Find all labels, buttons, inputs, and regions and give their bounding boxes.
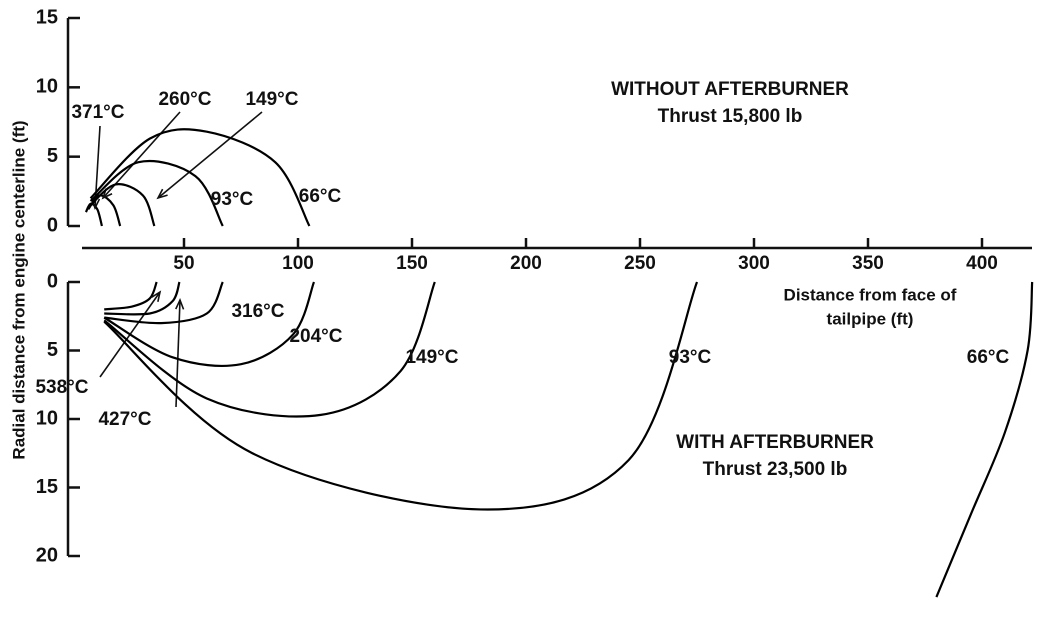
contour-label: 93°C [211, 189, 254, 210]
x-tick-label: 300 [738, 253, 770, 274]
contour-line [104, 281, 224, 325]
y-tick-label: 15 [36, 6, 58, 28]
x-tick-label: 150 [396, 253, 428, 274]
label-arrow [94, 125, 101, 209]
contour-label: 371°C [71, 102, 124, 123]
contour-line [89, 183, 156, 227]
contour-label: 316°C [231, 301, 284, 322]
arrow-head [156, 188, 168, 200]
contour-label: 260°C [158, 89, 211, 110]
y-tick-label: 10 [36, 76, 58, 98]
y-tick-label: 5 [47, 339, 58, 361]
contour-label: 149°C [405, 347, 458, 368]
y-tick-label: 0 [47, 214, 58, 236]
contour-line [89, 160, 224, 227]
contour-line [104, 281, 181, 316]
x-tick-label: 50 [173, 253, 194, 274]
label-arrow [175, 299, 181, 408]
contour-label: 66°C [967, 347, 1010, 368]
y-axis-label: Radial distance from engine centerline (… [9, 120, 28, 459]
contour-label: 538°C [35, 377, 88, 398]
y-tick-label: 15 [36, 476, 58, 498]
arrow-head [151, 290, 162, 302]
contour-label: 149°C [245, 89, 298, 110]
y-tick-label: 5 [47, 145, 58, 167]
contour-line [103, 281, 315, 367]
y-tick-label: 20 [36, 544, 58, 566]
x-tick-label: 350 [852, 253, 884, 274]
contour-line [935, 281, 1034, 598]
y-tick-label: 10 [36, 407, 58, 429]
contour-label: 204°C [289, 326, 342, 347]
contour-label: 66°C [299, 186, 342, 207]
contour-line [89, 128, 311, 227]
contour-line [103, 281, 699, 511]
upper-subtitle: Thrust 15,800 lb [658, 106, 803, 127]
contour-line [104, 281, 158, 311]
y-tick-label: 0 [47, 270, 58, 292]
x-tick-label: 400 [966, 253, 998, 274]
contour-label: 93°C [669, 347, 712, 368]
x-tick-label: 200 [510, 253, 542, 274]
x-axis-label: Distance from face of [784, 285, 957, 304]
contour-label: 427°C [98, 409, 151, 430]
contour-line [103, 281, 436, 418]
lower-title: WITH AFTERBURNER [676, 432, 874, 453]
lower-subtitle: Thrust 23,500 lb [703, 459, 848, 480]
x-axis-label: tailpipe (ft) [827, 309, 914, 328]
arrow-head [175, 297, 185, 310]
label-arrow [157, 111, 263, 199]
x-tick-label: 100 [282, 253, 314, 274]
x-tick-label: 250 [624, 253, 656, 274]
upper-title: WITHOUT AFTERBURNER [611, 79, 849, 100]
